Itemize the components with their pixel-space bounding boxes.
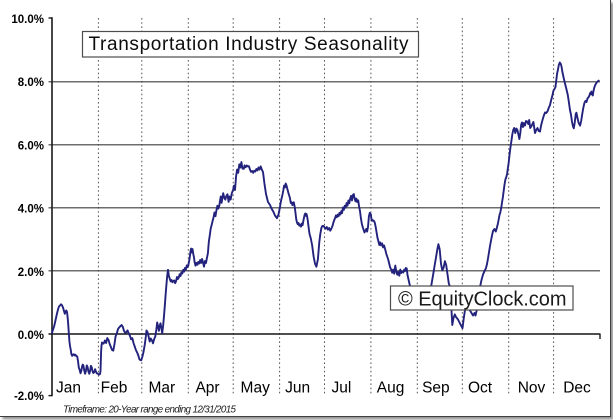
svg-text:6.0%: 6.0% [18,140,44,152]
svg-text:May: May [241,380,271,397]
svg-text:Mar: Mar [148,380,175,397]
svg-text:8.0%: 8.0% [18,77,44,89]
svg-text:0.0%: 0.0% [18,330,44,342]
svg-text:Jan: Jan [56,380,81,397]
svg-text:© EquityClock.com: © EquityClock.com [398,289,567,311]
svg-text:Dec: Dec [563,380,591,397]
svg-text:Oct: Oct [468,380,493,397]
svg-text:Nov: Nov [518,380,546,397]
svg-text:Jun: Jun [285,380,310,397]
svg-text:Timeframe: 20-Year range endin: Timeframe: 20-Year range ending 12/31/20… [63,405,237,416]
svg-text:-2.0%: -2.0% [14,391,44,403]
svg-text:Sep: Sep [422,380,450,397]
svg-text:10.0%: 10.0% [11,14,44,26]
svg-text:Feb: Feb [101,380,128,397]
svg-text:Aug: Aug [377,380,405,397]
svg-text:Apr: Apr [195,380,219,397]
svg-text:Jul: Jul [331,380,351,397]
svg-text:2.0%: 2.0% [18,267,44,279]
svg-text:Transportation Industry Season: Transportation Industry Seasonality [89,34,410,55]
svg-text:4.0%: 4.0% [18,204,44,216]
